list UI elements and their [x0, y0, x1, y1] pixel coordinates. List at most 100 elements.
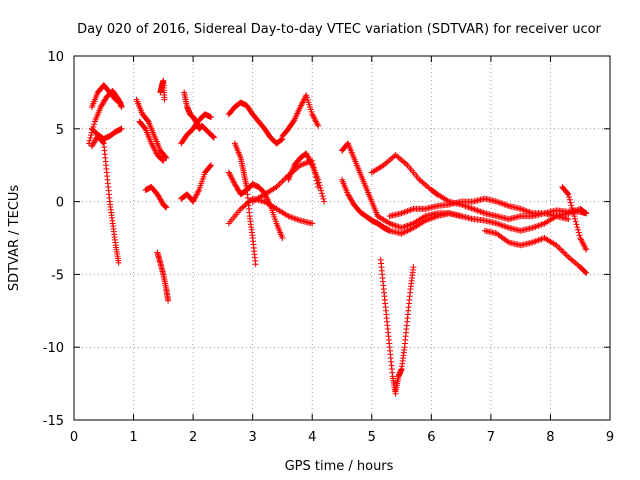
data-points [85, 77, 590, 397]
data-point [493, 198, 500, 205]
series-arc-17 [225, 195, 316, 227]
data-point [392, 152, 399, 159]
data-point [498, 200, 505, 207]
x-tick-label: 6 [427, 430, 435, 445]
data-point [572, 260, 579, 267]
data-point [410, 264, 417, 271]
data-point [582, 245, 589, 252]
data-point [420, 218, 427, 225]
series-arc-4 [88, 133, 122, 266]
data-point [190, 197, 197, 204]
data-point [309, 111, 316, 118]
data-point [395, 223, 402, 230]
data-point [528, 209, 535, 216]
data-point [568, 256, 575, 263]
data-point [91, 138, 98, 145]
data-point [537, 236, 544, 243]
data-point [477, 208, 484, 215]
data-point [307, 159, 314, 166]
data-point [495, 220, 502, 227]
data-point [394, 223, 401, 230]
data-point [564, 190, 571, 197]
data-point [531, 238, 538, 245]
data-point [88, 143, 95, 150]
data-point [534, 237, 541, 244]
data-point [538, 221, 545, 228]
data-point [523, 208, 530, 215]
data-point [567, 199, 574, 206]
chart-title: Day 020 of 2016, Sidereal Day-to-day VTE… [77, 22, 601, 37]
data-point [531, 224, 538, 231]
series-arc-19 [285, 150, 328, 205]
data-point [276, 181, 283, 188]
data-point [101, 97, 108, 104]
data-point [566, 196, 573, 203]
data-point [480, 209, 487, 216]
y-tick-label: 0 [56, 196, 64, 211]
data-point [141, 124, 148, 131]
data-point [308, 160, 315, 167]
series-arc-25 [386, 195, 572, 223]
data-point [380, 162, 387, 169]
data-point [478, 209, 485, 216]
data-point [559, 248, 566, 255]
data-point [565, 191, 572, 198]
data-point [419, 179, 426, 186]
data-point [501, 201, 508, 208]
data-point [404, 222, 411, 229]
series-arc-6 [136, 118, 167, 164]
data-point [192, 194, 199, 201]
series-arc-14 [279, 92, 322, 140]
x-tick-labels: 0 1 2 3 4 5 6 7 8 9 [70, 430, 614, 445]
data-point [347, 195, 354, 202]
data-point [400, 209, 407, 216]
data-point [385, 226, 392, 233]
data-point [563, 252, 570, 259]
data-point [471, 206, 478, 213]
data-point [225, 169, 232, 176]
data-point [398, 157, 405, 164]
data-point [150, 144, 157, 151]
y-tick-label: 5 [56, 123, 64, 138]
data-point [314, 121, 321, 128]
data-point [395, 154, 402, 161]
series-arc-27 [481, 227, 590, 276]
data-point [302, 93, 309, 100]
data-point [289, 214, 296, 221]
data-point [407, 226, 414, 233]
data-point [347, 196, 354, 203]
data-point [344, 191, 351, 198]
data-point [394, 153, 401, 160]
series-arc-26 [374, 205, 590, 237]
data-point [496, 221, 503, 228]
data-point [227, 172, 234, 179]
data-point [571, 259, 578, 266]
data-point [321, 198, 328, 205]
data-point [317, 184, 324, 191]
data-point [406, 226, 412, 233]
data-point [470, 205, 477, 212]
data-point [504, 224, 511, 231]
data-point [404, 227, 411, 234]
data-point [579, 239, 586, 246]
data-point [581, 268, 588, 275]
data-point [100, 98, 107, 105]
data-point [283, 212, 290, 219]
data-point [417, 178, 424, 185]
data-point [572, 215, 579, 222]
data-point [165, 297, 172, 304]
data-point [235, 187, 242, 194]
data-point [303, 150, 310, 157]
data-point [304, 152, 311, 159]
data-point [401, 159, 408, 166]
data-point [423, 183, 430, 190]
data-point [285, 213, 292, 220]
data-point [242, 202, 249, 209]
series-arc-8 [154, 249, 172, 304]
data-point [312, 117, 319, 124]
data-point [117, 99, 124, 106]
x-tick-label: 0 [70, 430, 78, 445]
y-tick-label: -10 [43, 341, 64, 356]
series-arc-18 [249, 157, 322, 205]
